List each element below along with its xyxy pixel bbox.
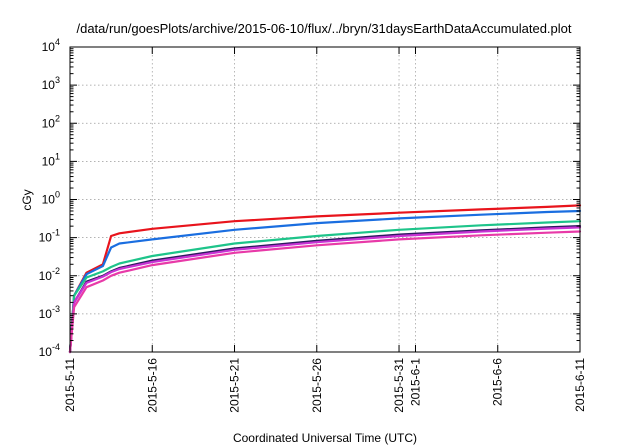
grid-lines	[70, 47, 580, 352]
x-tick-label: 2015-6-6	[491, 358, 505, 406]
y-tick-label: 10-3	[39, 304, 60, 321]
y-tick-label: 10-4	[39, 342, 60, 359]
chart-title: /data/run/goesPlots/archive/2015-06-10/f…	[76, 21, 571, 36]
x-tick-label: 2015-5-11	[63, 358, 77, 412]
x-axis-ticks: 2015-5-11 2015-5-16 2015-5-21 2015-5-26 2015…	[63, 47, 587, 413]
series-line	[68, 204, 582, 354]
y-tick-label: 104	[42, 37, 60, 54]
y-tick-label: 103	[42, 75, 60, 92]
series-line	[68, 209, 582, 354]
x-tick-label: 2015-5-21	[228, 358, 242, 413]
series-line	[68, 230, 582, 354]
series-line	[68, 220, 582, 354]
x-tick-label: 2015-6-11	[573, 358, 587, 412]
x-tick-label: 2015-6-1	[408, 358, 422, 406]
y-axis-ticks: 10-4 10-3 10-2 10-1 100 101 102 103 104	[39, 37, 580, 359]
x-axis-label: Coordinated Universal Time (UTC)	[233, 431, 417, 445]
y-tick-label: 100	[42, 190, 60, 207]
y-tick-label: 101	[42, 151, 60, 168]
x-tick-label: 2015-5-31	[392, 358, 406, 413]
x-tick-label: 2015-5-26	[310, 358, 324, 413]
y-tick-label: 102	[42, 113, 60, 130]
x-tick-label: 2015-5-16	[145, 358, 159, 413]
y-axis-label: cGy	[20, 189, 34, 210]
series-group	[68, 204, 582, 354]
y-tick-label: 10-1	[39, 228, 60, 245]
series-line	[68, 226, 582, 354]
y-tick-label: 10-2	[39, 266, 60, 283]
